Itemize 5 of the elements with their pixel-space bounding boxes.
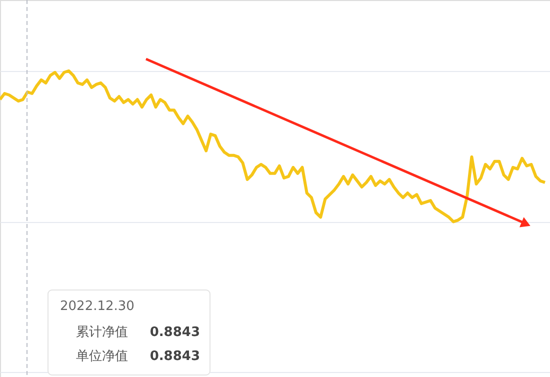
- text: 单位净值: [76, 349, 128, 364]
- text: 2022.12.30: [60, 299, 134, 314]
- text: 0.8843: [150, 325, 200, 340]
- text: 0.8843: [150, 349, 200, 364]
- text: 累计净值: [76, 325, 128, 340]
